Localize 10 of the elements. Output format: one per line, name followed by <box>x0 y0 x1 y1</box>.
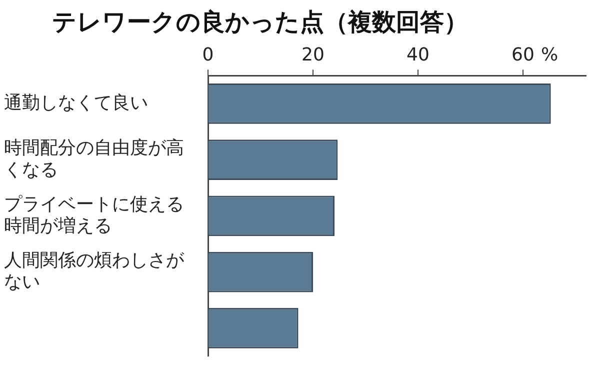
x-axis-title: % <box>541 44 558 66</box>
y-tick-label: 通勤しなくて良い <box>4 92 148 114</box>
x-tick-label: 60 <box>512 44 534 66</box>
y-tick-label: プライベートに使える時間が増える <box>4 194 184 236</box>
y-tick-label: 人間関係の煩わしさがない <box>4 250 185 292</box>
x-tick-label: 0 <box>202 44 214 66</box>
chart-title: テレワークの良かった点（複数回答） <box>51 7 469 38</box>
x-tick-label: 40 <box>406 44 430 66</box>
y-tick-label: 時間配分の自由度が高くなる <box>4 138 184 180</box>
x-tick-label: 20 <box>302 44 324 66</box>
